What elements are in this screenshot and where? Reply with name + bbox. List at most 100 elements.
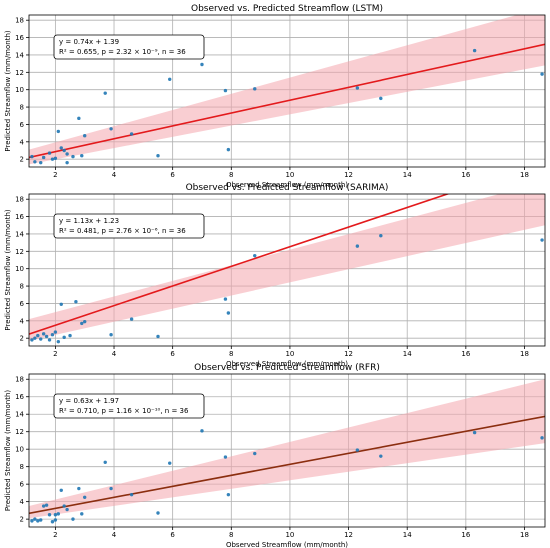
data-point: [47, 338, 52, 342]
data-point: [44, 334, 49, 339]
x-tick-label: 18: [520, 350, 529, 358]
data-point: [33, 517, 37, 521]
data-point: [53, 518, 58, 522]
y-tick-label: 14: [15, 51, 24, 59]
data-point: [540, 238, 544, 242]
data-point: [44, 503, 49, 507]
x-tick-label: 8: [229, 531, 233, 539]
chart-panel-1: 2 4 6 8 10 12 14 16 18 2 4 6 8 10 12 14 16 18 Observed vs.…: [4, 4, 546, 189]
annotation-text: y = 1.13x + 1.23: [59, 217, 119, 225]
y-tick-label: 6: [20, 300, 25, 308]
annotation-box: [53, 393, 205, 419]
data-point: [200, 62, 204, 67]
x-tick-label: 2: [53, 171, 57, 179]
x-tick-label: 16: [461, 171, 470, 179]
x-tick-label: 18: [520, 171, 529, 179]
x-tick-label: 6: [170, 350, 175, 358]
data-point: [540, 72, 544, 76]
data-point: [47, 513, 52, 517]
data-point: [39, 160, 43, 165]
data-point: [68, 333, 72, 338]
data-point: [223, 455, 228, 459]
data-point: [62, 148, 66, 153]
data-point: [41, 332, 46, 336]
x-tick-label: 2: [53, 531, 57, 539]
data-point: [77, 486, 81, 491]
data-point: [30, 519, 34, 523]
data-point: [355, 448, 360, 452]
chart-title: Observed vs. Predicted Streamflow (RFR): [194, 363, 380, 373]
data-point: [253, 451, 257, 456]
y-tick-label: 2: [20, 156, 24, 164]
data-point: [109, 333, 113, 337]
data-point: [33, 336, 37, 340]
plot-content: [29, 379, 545, 524]
x-tick-label: 2: [53, 350, 57, 358]
data-point: [83, 495, 87, 499]
y-axis-label: Predicted Streamflow (mm/month): [4, 209, 12, 331]
y-tick-label: 16: [15, 213, 24, 221]
data-point: [355, 86, 360, 90]
data-point: [41, 504, 46, 508]
chart-panel-3: 2 4 6 8 10 12 14 16 18 2 4 6 8 10 12 14 16 18 Observed vs.…: [4, 363, 546, 548]
y-tick-label: 4: [20, 498, 25, 506]
data-point: [168, 77, 172, 81]
x-tick-label: 18: [520, 531, 529, 539]
x-tick-label: 6: [170, 531, 175, 539]
confidence-band: [29, 15, 545, 165]
x-tick-label: 8: [229, 171, 233, 179]
data-point: [36, 333, 40, 338]
y-tick-label: 12: [15, 69, 24, 77]
y-tick-label: 18: [15, 376, 24, 384]
y-axis-label: Predicted Streamflow (mm/month): [4, 390, 12, 512]
data-point: [30, 154, 34, 159]
data-point: [71, 154, 75, 159]
annotation-text: R² = 0.655, p = 2.32 × 10⁻⁹, n = 36: [59, 48, 186, 56]
chart-title: Observed vs. Predicted Streamflow (LSTM): [191, 4, 383, 14]
chart-panel-2: 2 4 6 8 10 12 14 16 18 2 4 6 8 10 12 14 16 18 Observed vs.…: [4, 183, 546, 368]
data-point: [53, 513, 58, 517]
data-point: [59, 146, 63, 150]
x-tick-label: 4: [112, 531, 117, 539]
data-point: [156, 154, 160, 158]
y-tick-label: 8: [20, 463, 24, 471]
data-point: [226, 492, 231, 497]
data-point: [355, 244, 360, 248]
data-point: [253, 87, 257, 91]
data-point: [129, 132, 134, 136]
regression-line: [29, 43, 545, 159]
annotation-text: y = 0.74x + 1.39: [59, 38, 119, 46]
data-point: [77, 116, 81, 121]
annotation-text: R² = 0.710, p = 1.16 × 10⁻¹⁰, n = 36: [59, 407, 189, 415]
data-point: [109, 127, 113, 131]
data-point: [379, 96, 383, 101]
x-axis-label: Observed Streamflow (mm/month): [226, 541, 348, 548]
data-point: [65, 507, 69, 512]
data-point: [129, 492, 134, 497]
y-tick-label: 12: [15, 248, 24, 256]
y-tick-label: 14: [15, 411, 24, 419]
y-tick-label: 8: [20, 104, 24, 112]
data-point: [59, 488, 63, 492]
data-point: [56, 512, 61, 516]
y-tick-label: 18: [15, 196, 24, 204]
y-axis-label: Predicted Streamflow (mm/month): [4, 30, 12, 152]
data-point: [156, 334, 160, 339]
plot-content: [29, 194, 545, 344]
data-point: [62, 335, 66, 340]
x-tick-label: 10: [285, 171, 294, 179]
data-point: [103, 91, 107, 95]
x-tick-label: 10: [285, 350, 294, 358]
x-tick-label: 6: [170, 171, 175, 179]
data-point: [50, 520, 55, 524]
data-point: [379, 233, 383, 238]
y-tick-label: 2: [20, 516, 24, 524]
y-tick-label: 8: [20, 283, 24, 291]
y-tick-label: 2: [20, 335, 24, 343]
x-tick-label: 4: [112, 171, 117, 179]
y-tick-label: 10: [15, 446, 24, 454]
data-point: [41, 155, 46, 160]
axes-frame: [28, 373, 546, 528]
y-tick-label: 6: [20, 481, 25, 489]
